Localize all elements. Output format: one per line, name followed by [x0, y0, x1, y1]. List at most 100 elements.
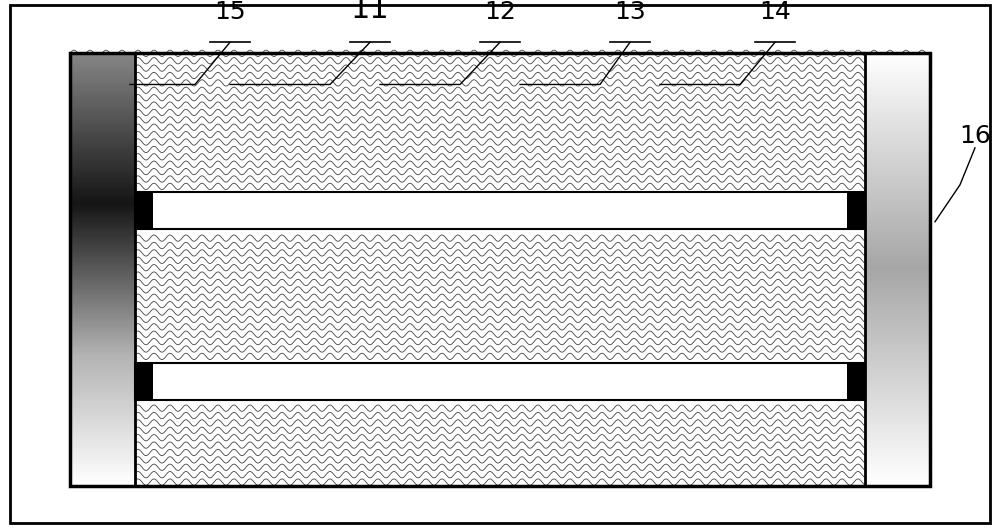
Bar	[70, 163, 135, 165]
Bar	[70, 366, 135, 369]
Bar	[865, 161, 930, 163]
Bar	[865, 219, 930, 222]
Bar	[865, 65, 930, 68]
Bar	[865, 258, 930, 261]
Bar	[70, 65, 135, 68]
Bar	[70, 55, 135, 57]
Bar	[865, 386, 930, 389]
Bar	[865, 83, 930, 85]
Bar	[865, 408, 930, 410]
Bar	[865, 297, 930, 299]
Bar	[865, 169, 930, 172]
Bar	[70, 191, 135, 193]
Bar	[70, 79, 135, 81]
Bar	[70, 152, 135, 155]
Bar	[70, 250, 135, 252]
Bar	[70, 77, 135, 79]
Bar	[70, 200, 135, 202]
Bar	[70, 144, 135, 146]
Bar	[70, 61, 135, 64]
Bar	[865, 403, 930, 406]
Bar	[865, 105, 930, 107]
Bar	[865, 72, 930, 74]
Bar	[865, 290, 930, 293]
Bar	[865, 174, 930, 176]
Bar	[865, 358, 930, 360]
Bar	[70, 397, 135, 399]
Bar	[865, 98, 930, 100]
Bar	[865, 310, 930, 313]
Bar	[865, 319, 930, 321]
Bar	[865, 338, 930, 341]
Bar	[865, 81, 930, 83]
Bar	[70, 120, 135, 122]
Bar	[70, 408, 135, 410]
Bar	[70, 113, 135, 116]
Bar	[865, 332, 930, 334]
Bar	[865, 366, 930, 369]
Bar	[70, 135, 135, 137]
Bar	[70, 117, 135, 120]
Bar	[70, 388, 135, 391]
Bar	[70, 440, 135, 442]
Bar	[865, 306, 930, 308]
Bar	[865, 269, 930, 271]
Bar	[865, 87, 930, 90]
Bar	[70, 319, 135, 321]
Bar	[865, 479, 930, 482]
Bar	[865, 375, 930, 378]
Bar	[70, 364, 135, 366]
Bar	[70, 87, 135, 90]
Bar	[865, 133, 930, 135]
Bar	[70, 247, 135, 250]
Bar	[70, 146, 135, 148]
Bar	[865, 206, 930, 209]
Bar	[70, 371, 135, 373]
Bar	[865, 221, 930, 224]
Bar	[70, 315, 135, 317]
Text: 12: 12	[484, 0, 516, 24]
Bar	[865, 189, 930, 191]
Bar	[70, 70, 135, 72]
Bar	[70, 453, 135, 456]
Bar	[70, 98, 135, 100]
Bar	[70, 174, 135, 176]
Bar	[865, 139, 930, 142]
Bar	[865, 295, 930, 297]
Bar	[70, 53, 930, 486]
Bar	[865, 436, 930, 438]
Bar	[70, 52, 135, 55]
Bar	[865, 185, 930, 187]
Bar	[135, 363, 153, 400]
Bar	[135, 363, 865, 400]
Bar	[70, 243, 135, 246]
Bar	[70, 68, 135, 70]
Bar	[865, 423, 930, 425]
Bar	[70, 477, 135, 479]
Bar	[865, 239, 930, 241]
Text: 15: 15	[214, 0, 246, 24]
Bar	[70, 317, 135, 319]
Bar	[865, 223, 930, 226]
Bar	[70, 241, 135, 243]
Bar	[70, 304, 135, 306]
Bar	[865, 284, 930, 287]
Bar	[70, 410, 135, 412]
Bar	[865, 401, 930, 403]
Bar	[865, 323, 930, 326]
Bar	[70, 189, 135, 191]
Bar	[70, 178, 135, 181]
Bar	[70, 290, 135, 293]
Bar	[70, 102, 135, 105]
Bar	[865, 341, 930, 343]
Bar	[70, 401, 135, 403]
Bar	[865, 250, 930, 252]
Bar	[865, 321, 930, 323]
Bar	[865, 237, 930, 239]
Bar	[865, 455, 930, 458]
Bar	[865, 200, 930, 202]
Bar	[70, 353, 135, 356]
Bar	[865, 130, 930, 133]
Bar	[865, 312, 930, 315]
Bar	[865, 178, 930, 181]
